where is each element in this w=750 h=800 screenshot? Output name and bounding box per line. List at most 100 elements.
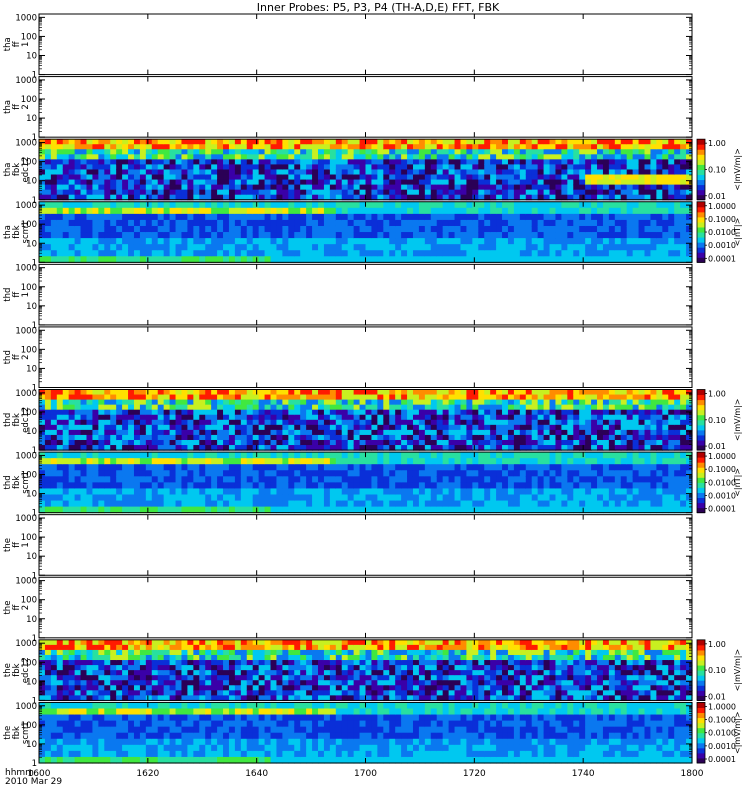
- heatmap-cell: [62, 394, 70, 401]
- heatmap-cell: [502, 159, 509, 166]
- colorbar-tick-label: 0.01: [708, 442, 726, 451]
- heatmap-cell: [145, 419, 153, 426]
- heatmap-cell: [270, 506, 278, 514]
- heatmap-cell: [228, 154, 236, 160]
- heatmap-cell: [395, 256, 402, 263]
- heatmap-cell: [211, 494, 218, 502]
- heatmap-cell: [234, 189, 242, 196]
- heatmap-cell: [430, 394, 438, 401]
- heatmap-cell: [246, 414, 254, 421]
- heatmap-cell: [282, 419, 289, 426]
- heatmap-cell: [318, 256, 325, 263]
- heatmap-cell: [466, 409, 473, 416]
- heatmap-cell: [407, 207, 414, 215]
- heatmap-cell: [187, 445, 194, 451]
- heatmap-cell: [448, 424, 456, 431]
- heatmap-cell: [181, 399, 189, 406]
- heatmap-cell: [674, 434, 681, 441]
- heatmap-cell: [519, 389, 527, 396]
- heatmap-cell: [74, 419, 82, 426]
- heatmap-cell: [448, 169, 456, 176]
- heatmap-cell: [323, 250, 331, 257]
- heatmap-cell: [187, 429, 194, 436]
- heatmap-cell: [306, 144, 313, 150]
- heatmap-cell: [335, 238, 343, 245]
- heatmap-cell: [359, 445, 367, 451]
- heatmap-cell: [145, 174, 153, 181]
- heatmap-cell: [353, 458, 361, 465]
- heatmap-cell: [674, 174, 681, 181]
- heatmap-cell: [329, 238, 337, 245]
- heatmap-cell: [187, 250, 194, 257]
- heatmap-cell: [74, 476, 82, 483]
- heatmap-cell: [567, 139, 574, 145]
- heatmap-cell: [537, 201, 545, 209]
- heatmap-cell: [68, 164, 76, 171]
- heatmap-cell: [211, 439, 218, 446]
- heatmap-cell: [430, 434, 438, 441]
- heatmap-cell: [133, 394, 141, 401]
- heatmap-cell: [128, 414, 135, 421]
- heatmap-cell: [252, 179, 260, 186]
- heatmap-cell: [567, 244, 574, 251]
- heatmap-cell: [157, 500, 165, 508]
- heatmap-cell: [454, 238, 462, 245]
- heatmap-cell: [353, 250, 361, 257]
- heatmap-cell: [270, 429, 278, 436]
- heatmap-cell: [92, 434, 99, 441]
- heatmap-cell: [98, 184, 105, 191]
- heatmap-cell: [193, 429, 200, 436]
- heatmap-cell: [68, 238, 76, 245]
- heatmap-cell: [252, 213, 260, 221]
- heatmap-cell: [549, 201, 557, 209]
- heatmap-cell: [359, 409, 367, 416]
- heatmap-cell: [139, 470, 147, 477]
- heatmap-cell: [549, 225, 557, 233]
- heatmap-cell: [282, 414, 289, 421]
- heatmap-cell: [371, 238, 378, 245]
- heatmap-cell: [632, 232, 640, 239]
- heatmap-cell: [466, 179, 473, 186]
- heatmap-cell: [460, 439, 468, 446]
- heatmap-cell: [306, 414, 313, 421]
- heatmap-cell: [139, 476, 147, 483]
- y-tick-label: 100: [21, 95, 37, 105]
- heatmap-cell: [133, 476, 141, 483]
- heatmap-cell: [472, 232, 479, 239]
- heatmap-cell: [56, 256, 64, 263]
- heatmap-cell: [151, 434, 159, 441]
- heatmap-cell: [312, 174, 319, 181]
- heatmap-cell: [104, 232, 111, 239]
- heatmap-cell: [240, 174, 248, 181]
- heatmap-cell: [228, 434, 236, 441]
- heatmap-cell: [513, 424, 521, 431]
- heatmap-cell: [157, 409, 165, 416]
- heatmap-cell: [187, 189, 194, 196]
- heatmap-cell: [157, 256, 165, 263]
- heatmap-cell: [169, 169, 177, 176]
- heatmap-cell: [650, 419, 657, 426]
- heatmap-cell: [187, 139, 194, 145]
- heatmap-cell: [80, 189, 88, 196]
- heatmap-cell: [531, 232, 539, 239]
- heatmap-cell: [199, 164, 206, 171]
- heatmap-cell: [187, 244, 194, 251]
- heatmap-cell: [496, 244, 503, 251]
- heatmap-cell: [335, 506, 343, 514]
- colorbar-swatch: [697, 237, 705, 243]
- heatmap-cell: [383, 232, 390, 239]
- heatmap-cell: [680, 207, 687, 215]
- heatmap-cell: [407, 256, 414, 263]
- heatmap-cell: [389, 500, 396, 508]
- heatmap-cell: [44, 399, 52, 406]
- heatmap-cell: [175, 256, 183, 263]
- heatmap-cell: [430, 159, 438, 166]
- heatmap-cell: [377, 434, 384, 441]
- heatmap-cell: [525, 445, 533, 451]
- heatmap-cell: [282, 207, 289, 215]
- heatmap-cell: [56, 389, 64, 396]
- heatmap-cell: [264, 149, 272, 155]
- heatmap-cell: [122, 445, 129, 451]
- heatmap-cell: [341, 476, 349, 483]
- heatmap-cell: [430, 414, 438, 421]
